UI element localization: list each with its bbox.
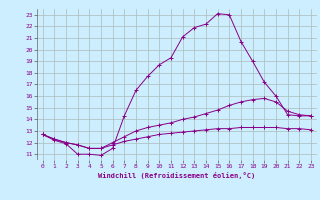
X-axis label: Windchill (Refroidissement éolien,°C): Windchill (Refroidissement éolien,°C) (98, 172, 255, 179)
